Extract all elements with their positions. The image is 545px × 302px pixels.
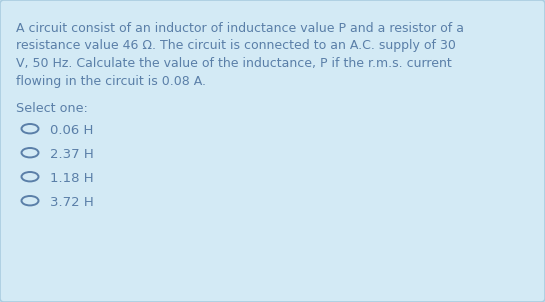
Text: 3.72 H: 3.72 H: [50, 196, 94, 209]
Ellipse shape: [21, 124, 39, 133]
Ellipse shape: [21, 196, 39, 205]
Text: flowing in the circuit is 0.08 A.: flowing in the circuit is 0.08 A.: [16, 75, 206, 88]
Text: 0.06 H: 0.06 H: [50, 124, 93, 137]
Ellipse shape: [21, 172, 39, 182]
Text: 1.18 H: 1.18 H: [50, 172, 94, 185]
Ellipse shape: [21, 148, 39, 157]
Text: resistance value 46 Ω. The circuit is connected to an A.C. supply of 30: resistance value 46 Ω. The circuit is co…: [16, 40, 456, 53]
Text: V, 50 Hz. Calculate the value of the inductance, P if the r.m.s. current: V, 50 Hz. Calculate the value of the ind…: [16, 57, 452, 70]
Text: 2.37 H: 2.37 H: [50, 148, 94, 161]
Text: Select one:: Select one:: [16, 102, 88, 115]
Text: A circuit consist of an inductor of inductance value P and a resistor of a: A circuit consist of an inductor of indu…: [16, 22, 464, 35]
